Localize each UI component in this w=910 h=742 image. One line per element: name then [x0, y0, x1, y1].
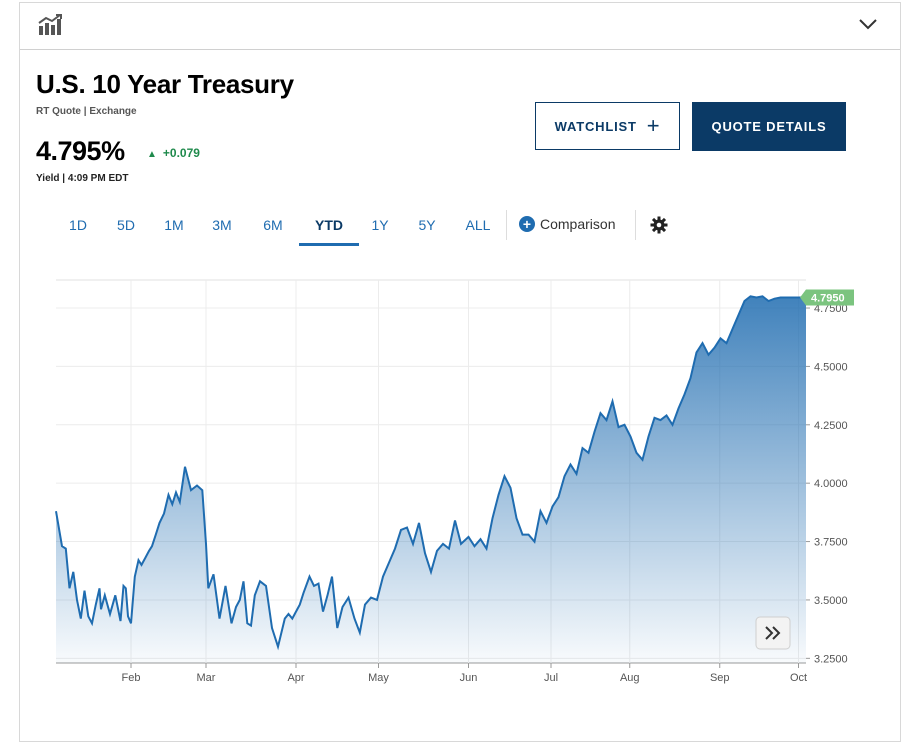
quote-price: 4.795% [36, 136, 125, 166]
quote-subtitle: RT Quote | Exchange [36, 106, 137, 117]
tab-divider-2 [635, 210, 636, 240]
scroll-forward-button[interactable] [755, 616, 791, 650]
x-tick-label: Jul [544, 672, 558, 684]
x-axis: Feb Mar Apr May Jun Jul Aug Sep Oct [122, 663, 807, 684]
up-triangle-icon: ▲ [147, 149, 157, 160]
y-tick-label: 4.5000 [814, 361, 848, 373]
change-value: +0.079 [162, 146, 200, 160]
plus-icon: + [646, 113, 661, 138]
chart-area-fill [56, 296, 806, 663]
y-tick-label: 3.2500 [814, 653, 848, 665]
x-tick-label: May [368, 672, 389, 684]
chart-icon[interactable] [37, 14, 63, 41]
y-tick-label: 4.2500 [814, 420, 848, 432]
tab-5y[interactable]: 5Y [418, 217, 436, 233]
tab-ytd[interactable]: YTD [299, 206, 359, 246]
tab-1y[interactable]: 1Y [371, 217, 389, 233]
y-tick-label: 3.5000 [814, 595, 848, 607]
x-tick-label: Mar [197, 672, 216, 684]
tab-6m[interactable]: 6M [263, 217, 283, 233]
y-tick-label: 4.7500 [814, 303, 848, 315]
x-tick-label: Jun [460, 672, 478, 684]
chart-series-line [55, 295, 806, 651]
chevron-down-icon[interactable] [858, 17, 878, 36]
tab-divider [506, 210, 507, 240]
y-axis: 3.2500 3.5000 3.7500 4.0000 4.2500 4.5000 4.75… [806, 303, 848, 665]
quote-meta: Yield | 4:09 PM EDT [36, 173, 129, 184]
watchlist-button[interactable]: WATCHLIST + [535, 102, 680, 150]
y-tick-label: 4.0000 [814, 478, 848, 490]
x-tick-label: Apr [287, 672, 304, 684]
tab-5d[interactable]: 5D [117, 217, 135, 233]
watchlist-label: WATCHLIST [554, 118, 637, 134]
y-tick-label: 3.7500 [814, 537, 848, 549]
quote-change: ▲ +0.079 [147, 146, 200, 160]
quote-details-button[interactable]: QUOTE DETAILS [692, 102, 846, 151]
tab-all[interactable]: ALL [465, 217, 491, 233]
last-value-badge: 4.7950 [800, 289, 854, 306]
gear-icon[interactable] [650, 216, 668, 239]
quote-title: U.S. 10 Year Treasury [36, 69, 294, 99]
tab-1m[interactable]: 1M [164, 217, 184, 233]
x-tick-label: Sep [710, 672, 730, 684]
range-tabs: 1D 5D 1M 3M 6M YTD 1Y 5Y ALL + Compariso… [36, 206, 676, 246]
tab-1d[interactable]: 1D [69, 217, 87, 233]
comparison-label: Comparison [540, 216, 616, 232]
last-value-label: 4.7950 [811, 293, 845, 305]
yield-chart[interactable]: 3.2500 3.5000 3.7500 4.0000 4.2500 4.5000 4.75… [36, 270, 866, 695]
comparison-button[interactable]: + Comparison [519, 216, 615, 232]
card-header [20, 3, 900, 50]
x-tick-label: Feb [122, 672, 141, 684]
last-value-badge-shape [800, 289, 854, 306]
tab-3m[interactable]: 3M [212, 217, 232, 233]
add-comparison-icon: + [519, 216, 535, 232]
x-tick-label: Oct [790, 672, 807, 684]
double-chevron-right-icon [765, 626, 781, 640]
x-tick-label: Aug [620, 672, 640, 684]
